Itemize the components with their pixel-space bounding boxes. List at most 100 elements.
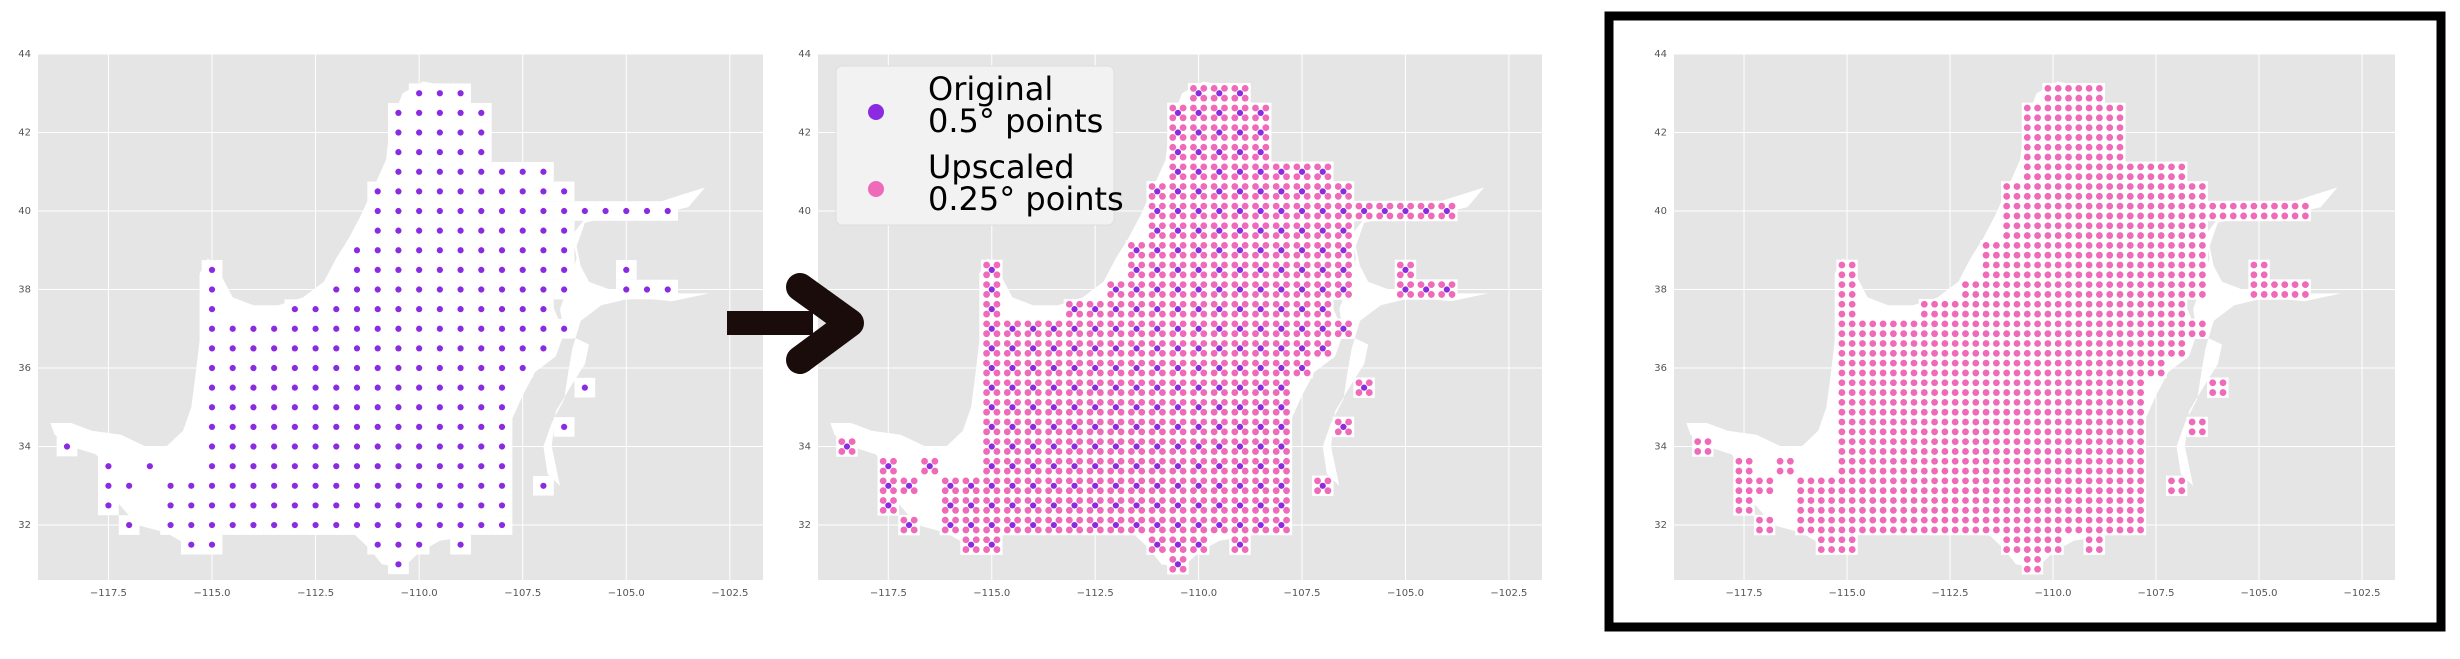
upscaled-point [1303, 369, 1311, 377]
upscaled-point [2095, 477, 2103, 485]
upscaled-point [2075, 232, 2083, 239]
upscaled-point [2003, 359, 2011, 367]
upscaled-point [1179, 369, 1187, 377]
upscaled-point [1838, 536, 1846, 544]
upscaled-point [1252, 340, 1259, 347]
upscaled-point [1210, 124, 1218, 132]
original-point [1071, 482, 1078, 489]
upscaled-point [2095, 448, 2103, 455]
upscaled-point [2291, 281, 2299, 289]
upscaled-point [1283, 408, 1290, 416]
upscaled-point [2126, 271, 2134, 279]
upscaled-point [1034, 487, 1042, 495]
upscaled-point [1190, 369, 1197, 377]
upscaled-point [1786, 467, 1794, 475]
upscaled-point [2209, 389, 2217, 396]
original-point [312, 502, 319, 509]
upscaled-point [1200, 389, 1208, 396]
upscaled-point [1910, 418, 1918, 426]
upscaled-point [1076, 428, 1084, 436]
upscaled-point [1879, 506, 1887, 514]
upscaled-point [2126, 359, 2134, 367]
upscaled-point [2106, 398, 2114, 406]
upscaled-point [1159, 448, 1166, 455]
upscaled-point [2013, 261, 2021, 269]
upscaled-point [1982, 457, 1990, 465]
upscaled-point [993, 300, 1001, 308]
upscaled-point [1252, 497, 1259, 504]
upscaled-point [1107, 477, 1115, 485]
upscaled-point [2085, 192, 2093, 200]
original-point [602, 207, 609, 215]
upscaled-point [1303, 183, 1311, 190]
original-point [1154, 306, 1161, 313]
original-point [333, 521, 340, 529]
upscaled-point [2168, 212, 2175, 220]
upscaled-point [1200, 202, 1208, 210]
original-point [208, 325, 216, 332]
upscaled-point [1024, 457, 1032, 465]
original-point [374, 345, 381, 352]
upscaled-point [1241, 143, 1249, 151]
upscaled-point [2023, 310, 2031, 318]
original-point [1216, 325, 1223, 332]
original-point [436, 129, 443, 136]
upscaled-point [1200, 192, 1208, 200]
original-point [1133, 364, 1140, 372]
upscaled-point [2054, 428, 2062, 436]
upscaled-point [1869, 506, 1877, 514]
upscaled-point [1272, 251, 1280, 259]
original-point [436, 90, 443, 97]
upscaled-point [1179, 291, 1187, 298]
original-point [436, 286, 443, 293]
original-point [353, 364, 361, 372]
upscaled-point [1107, 379, 1115, 387]
upscaled-point [1848, 379, 1856, 387]
upscaled-point [1190, 212, 1197, 220]
upscaled-point [1365, 212, 1373, 220]
upscaled-point [2209, 379, 2217, 387]
upscaled-point [1951, 320, 1959, 328]
upscaled-point [2034, 457, 2041, 465]
upscaled-point [1200, 536, 1208, 544]
original-point [208, 482, 216, 489]
original-point [1236, 286, 1244, 293]
upscaled-point [1972, 349, 1980, 357]
upscaled-point [2147, 232, 2155, 239]
upscaled-point [1107, 428, 1115, 436]
upscaled-point [2116, 340, 2124, 347]
upscaled-point [1324, 241, 1332, 249]
upscaled-point [1252, 418, 1259, 426]
original-point [208, 502, 216, 509]
original-point [457, 404, 464, 411]
upscaled-point [1169, 143, 1177, 151]
upscaled-point [1252, 183, 1259, 190]
upscaled-point [1221, 506, 1228, 514]
upscaled-point [1345, 271, 1352, 279]
upscaled-point [1262, 418, 1270, 426]
upscaled-point [2260, 271, 2268, 279]
upscaled-point [1828, 526, 1835, 534]
upscaled-point [1138, 497, 1146, 504]
upscaled-point [1096, 369, 1104, 377]
original-point [1257, 502, 1264, 509]
upscaled-point [983, 477, 990, 485]
upscaled-point [1086, 300, 1094, 308]
upscaled-point [2044, 349, 2052, 357]
original-point [1195, 149, 1202, 156]
upscaled-point [1900, 487, 1908, 495]
upscaled-point [1324, 192, 1332, 200]
upscaled-point [1838, 359, 1846, 367]
upscaled-point [1900, 457, 1908, 465]
upscaled-point [2003, 516, 2011, 524]
upscaled-point [972, 546, 980, 553]
upscaled-point [1065, 487, 1073, 495]
upscaled-point [983, 389, 990, 396]
upscaled-point [1221, 291, 1228, 298]
upscaled-point [2023, 192, 2031, 200]
upscaled-point [2116, 448, 2124, 455]
upscaled-point [2198, 212, 2206, 220]
original-point [988, 463, 995, 470]
upscaled-point [993, 340, 1001, 347]
original-point [1195, 168, 1202, 175]
